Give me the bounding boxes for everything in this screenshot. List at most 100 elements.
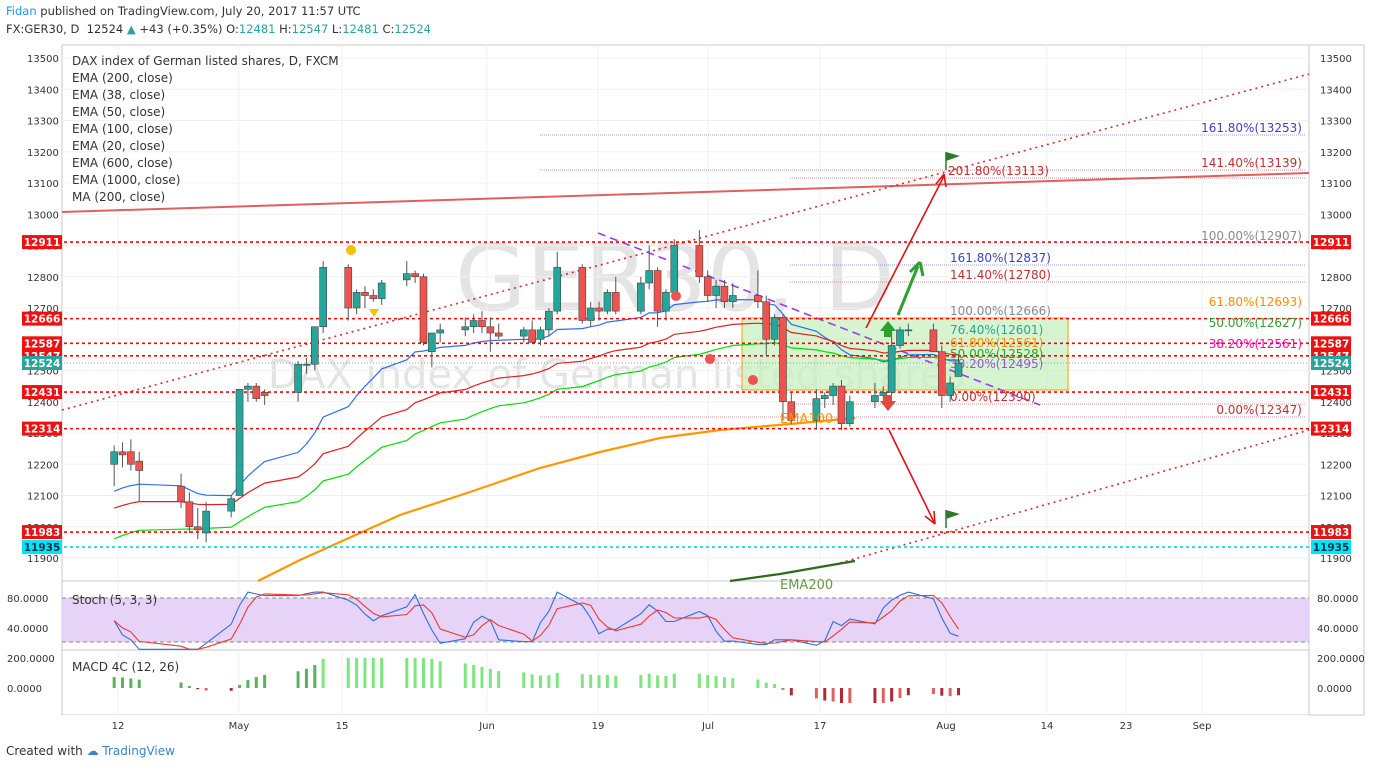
candle-up [670,245,679,293]
stoch-left-tick-80: 80.0000 [7,594,48,605]
candle-up [846,401,854,424]
stoch-tick-40: 40.0000 [1317,624,1358,635]
candle-up [829,385,837,396]
signal-dot-red-2 [705,354,715,364]
macd-bar [296,671,300,688]
macd-bar [940,688,944,696]
macd-bar [789,688,793,696]
level-badge-right-text: 12666 [1313,314,1350,326]
time-axis[interactable] [62,715,1309,735]
candle-up [879,392,888,396]
macd-bar [931,688,935,695]
fib-label: 76.40%(12601) [950,323,1043,337]
fib-label: 141.40%(12780) [950,268,1051,282]
macd-bar [430,658,434,688]
candle-down [344,267,353,309]
legend-item[interactable]: EMA (50, close) [72,105,165,119]
macd-bar [304,668,308,688]
candle-up [603,292,612,312]
level-badge-left [22,235,62,250]
macd-bar [421,658,425,688]
price-tick: 13500 [1320,54,1352,65]
stoch-label[interactable]: Stoch (5, 3, 3) [72,593,157,607]
fib-label: 0.00%(12390) [950,390,1036,404]
macd-bar [697,673,701,688]
projection-arrows [865,173,947,525]
level-badge-right-text: 12431 [1313,387,1350,399]
time-tick: 14 [1041,721,1054,732]
candle-up [820,395,829,399]
red-down-block-arrow [880,395,896,411]
macd-bar [898,688,902,699]
legend-item[interactable]: EMA (200, close) [72,71,173,85]
price-tick-left: 11900 [27,554,59,565]
macd-bar [881,688,885,703]
macd-bar [831,688,835,702]
macd-bar [614,675,618,688]
candle-down [611,292,620,312]
time-tick: 12 [112,721,125,732]
level-badge-right [1311,311,1351,326]
candle-down [193,526,202,531]
legend-item[interactable]: MA (200, close) [72,190,165,204]
macd-bar [413,658,417,688]
macd-bar [355,658,359,688]
ema200-label: EMA200 [780,578,833,593]
level-badge-right-text: 12314 [1313,424,1350,436]
fib-zone [741,317,1069,391]
stoch-d-line [113,592,959,650]
level-badge-right [1311,235,1351,250]
macd-bar [873,688,877,703]
candle-down [177,485,185,503]
candle-down [787,401,796,421]
fib-label: 50.00%(12627) [1209,316,1302,330]
candle-down [937,351,946,396]
fib-label: 100.00%(12907) [1201,229,1302,243]
macd-bar [438,661,442,688]
macd-bar [321,658,325,688]
level-badge-left [22,311,62,326]
macd-bar [948,688,952,697]
level-badge-left-text: 12911 [24,237,61,249]
macd-bar [204,688,208,691]
legend-item[interactable]: EMA (100, close) [72,122,173,136]
macd-bar [488,668,492,688]
macd-bar [814,688,818,699]
tradingview-link[interactable]: TradingView [102,744,175,758]
level-badge-left [22,421,62,436]
price-tick: 12100 [1320,492,1352,503]
author-name[interactable]: Fidan [6,4,37,18]
signal-dot-yellow [346,245,356,255]
macd-label[interactable]: MACD 4C (12, 26) [72,660,179,674]
legend-item[interactable]: EMA (600, close) [72,156,173,170]
candle-up [310,326,319,365]
price-tick: 12400 [1320,398,1352,409]
macd-bar [906,688,910,696]
macd-panel[interactable] [61,649,1310,716]
candle-up [352,292,361,309]
legend-item[interactable]: EMA (20, close) [72,139,165,153]
level-badge-left [22,525,62,540]
price-tick-left: 12400 [27,398,59,409]
fib-label: 100.00%(12666) [950,304,1051,318]
level-badge-left [22,540,62,555]
legend-item[interactable]: EMA (38, close) [72,88,165,102]
macd-bar [363,658,367,688]
fib-label: 38.20%(12561) [1209,337,1302,351]
candles[interactable] [110,229,963,543]
macd-bar [639,675,643,688]
legend-item[interactable]: EMA (1000, close) [72,173,180,187]
level-badge-right [1311,385,1351,400]
level-badge-right-text: 12911 [1313,237,1350,249]
price-axis[interactable] [1308,44,1365,716]
fib-label: 201.80%(13113) [948,164,1049,178]
macd-left-tick-0: 0.0000 [7,684,42,695]
price-tick: 12200 [1320,460,1352,471]
macd-bar [764,682,768,688]
candle-up [319,267,327,328]
candle-up [202,510,210,534]
indicator-legend: DAX index of German listed shares, D, FX… [72,54,339,204]
symbol-label: FX:GER30, D [6,22,80,36]
red-up-arrowhead [935,173,947,188]
